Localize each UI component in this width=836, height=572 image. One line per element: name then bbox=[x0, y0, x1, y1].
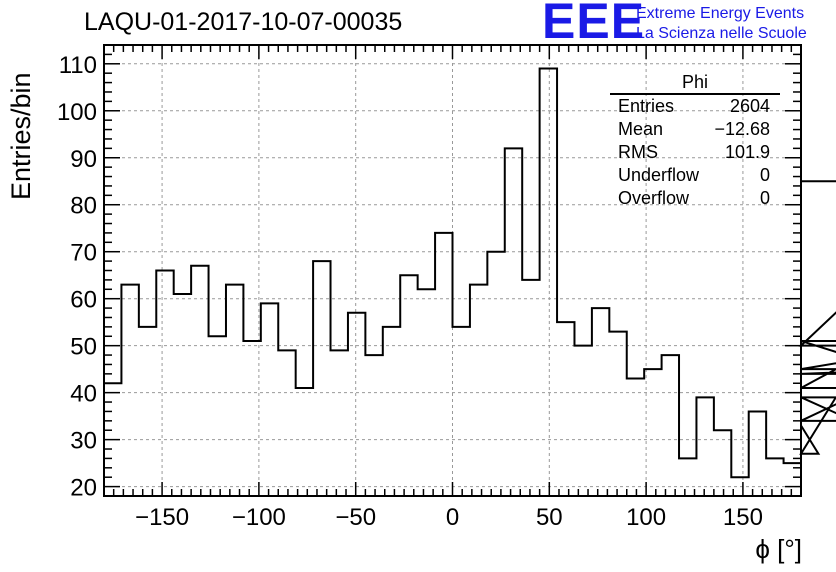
x-axis-label: ϕ [°] bbox=[755, 534, 802, 564]
chart-title: LAQU-01-2017-10-07-00035 bbox=[84, 8, 403, 36]
histogram-bin bbox=[592, 308, 609, 496]
histogram-bin bbox=[226, 285, 243, 496]
y-tick-label: 40 bbox=[70, 381, 97, 408]
x-tick-label: −100 bbox=[232, 504, 286, 531]
histogram-bin bbox=[435, 233, 452, 496]
histogram-bin bbox=[121, 285, 138, 496]
stats-value: 2604 bbox=[729, 96, 770, 116]
histogram-bin bbox=[418, 289, 435, 496]
y-axis-label: Entries/bin bbox=[6, 72, 36, 200]
stats-label: Overflow bbox=[618, 188, 690, 208]
stats-box: Phi Entries 2604 Mean −12.68 RMS 101.9 U… bbox=[610, 72, 780, 210]
histogram-bin bbox=[453, 327, 470, 496]
histogram-bin bbox=[644, 369, 661, 496]
tick-labels: −150 −100 −50 0 50 100 150 20 30 40 50 60 70 80 90 100 1… bbox=[57, 52, 763, 531]
histogram-bin bbox=[261, 303, 278, 496]
stats-label: Underflow bbox=[618, 165, 700, 185]
stats-title: Phi bbox=[610, 72, 780, 95]
y-tick-label: 70 bbox=[70, 240, 97, 267]
y-tick-label: 90 bbox=[70, 146, 97, 173]
histogram-bin bbox=[174, 294, 191, 496]
histogram-bin bbox=[505, 148, 522, 496]
logo-mark: EEE bbox=[542, 0, 646, 49]
histogram-bin bbox=[714, 430, 731, 496]
y-tick-label: 100 bbox=[57, 99, 97, 126]
stats-row-rms: RMS 101.9 bbox=[610, 141, 780, 164]
histogram-bin bbox=[296, 388, 313, 496]
x-tick-label: −150 bbox=[135, 504, 189, 531]
histogram-bin bbox=[557, 322, 574, 496]
logo-line1: Extreme Energy Events bbox=[636, 5, 805, 22]
stats-value: 101.9 bbox=[724, 142, 770, 162]
histogram-bin bbox=[191, 266, 208, 496]
histogram-bin bbox=[313, 261, 330, 496]
histogram-bin bbox=[696, 397, 713, 496]
stats-label: Entries bbox=[618, 96, 675, 116]
stats-value: −12.68 bbox=[714, 119, 770, 139]
histogram-bin bbox=[470, 285, 487, 496]
stats-row-entries: Entries 2604 bbox=[610, 95, 780, 118]
logo-text: Extreme Energy Events La Scienza nelle S… bbox=[636, 4, 807, 44]
histogram-bin bbox=[522, 280, 539, 496]
histogram-bin bbox=[627, 379, 644, 496]
histogram-bin bbox=[400, 275, 417, 496]
histogram-bin bbox=[331, 350, 348, 496]
stats-value: 0 bbox=[759, 165, 770, 185]
histogram-bin bbox=[574, 346, 591, 496]
y-tick-label: 60 bbox=[70, 287, 97, 314]
histogram-bin bbox=[540, 68, 557, 496]
histogram-bin bbox=[749, 411, 766, 496]
histogram-bin bbox=[209, 336, 226, 496]
x-tick-label: −50 bbox=[335, 504, 376, 531]
stats-row-overflow: Overflow 0 bbox=[610, 187, 780, 210]
logo-line2: La Scienza nelle Scuole bbox=[636, 25, 807, 42]
x-tick-label: 150 bbox=[723, 504, 763, 531]
y-tick-label: 20 bbox=[70, 475, 97, 502]
stats-label: Mean bbox=[618, 119, 664, 139]
histogram-bin bbox=[139, 327, 156, 496]
x-tick-label: 100 bbox=[626, 504, 666, 531]
histogram-bin bbox=[365, 355, 382, 496]
histogram-bin bbox=[609, 332, 626, 496]
histogram-bin bbox=[243, 341, 260, 496]
stats-value: 0 bbox=[759, 188, 770, 208]
x-tick-label: 50 bbox=[536, 504, 563, 531]
histogram-bin bbox=[662, 355, 679, 496]
y-tick-label: 80 bbox=[70, 193, 97, 220]
histogram-bin bbox=[156, 271, 173, 497]
stats-label: RMS bbox=[618, 142, 658, 162]
y-tick-label: 30 bbox=[70, 428, 97, 455]
histogram-bin bbox=[348, 313, 365, 496]
y-tick-label: 110 bbox=[59, 52, 97, 79]
y-tick-label: 50 bbox=[70, 334, 97, 361]
histogram-bin bbox=[383, 327, 400, 496]
x-tick-label: 0 bbox=[446, 504, 459, 531]
histogram-bin bbox=[278, 350, 295, 496]
stats-row-underflow: Underflow 0 bbox=[610, 164, 780, 187]
axis-ticks bbox=[104, 45, 801, 496]
stats-row-mean: Mean −12.68 bbox=[610, 118, 780, 141]
histogram-bin bbox=[487, 252, 504, 496]
